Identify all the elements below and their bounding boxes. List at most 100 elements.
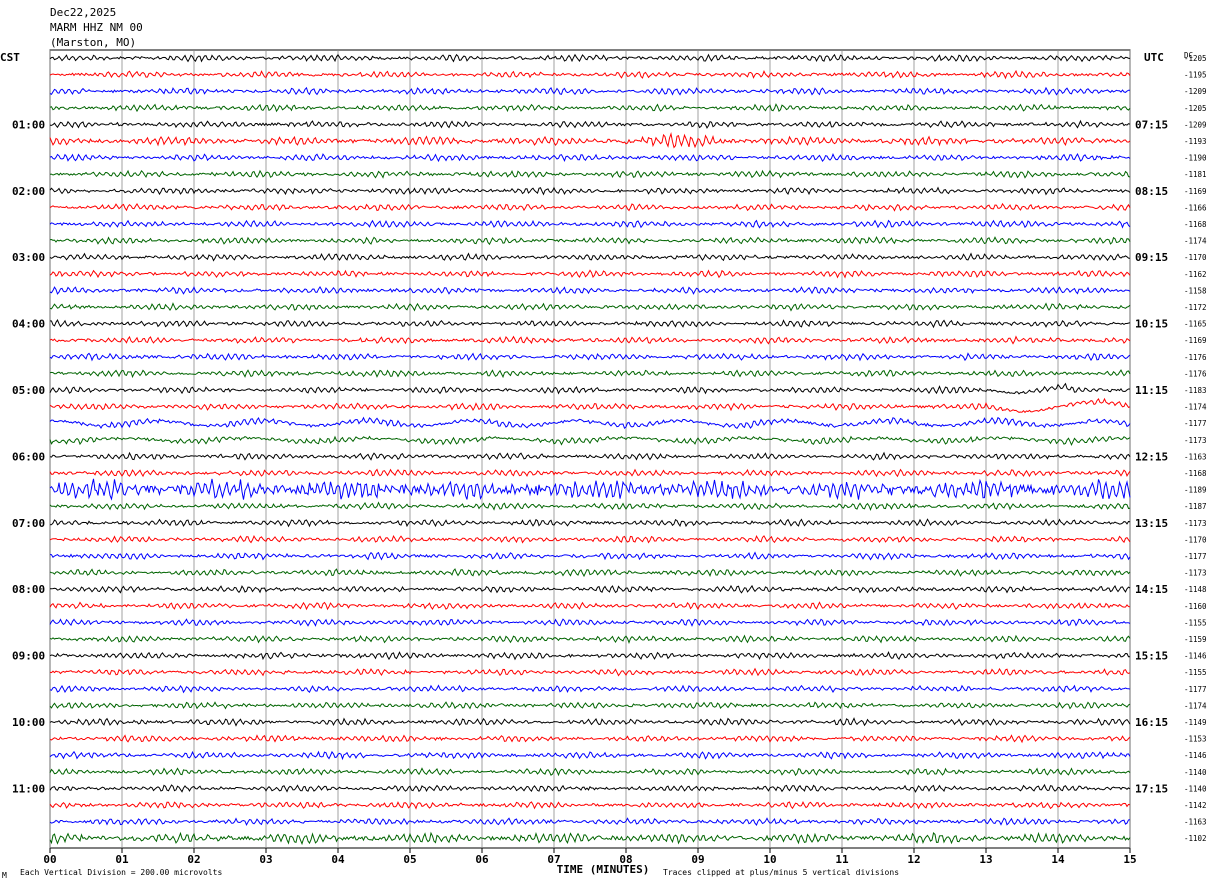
dc-offset-label: -1163 (1184, 452, 1207, 461)
x-axis-title: TIME (MINUTES) (557, 863, 650, 876)
left-zone-label: CST (0, 51, 20, 64)
trace-row-37 (49, 667, 1131, 677)
cst-hour-label: 11:00 (12, 782, 45, 795)
dc-offset-label: -1159 (1184, 635, 1207, 644)
dc-offset-label: -1153 (1184, 735, 1207, 744)
trace-row-24 (49, 451, 1131, 461)
cst-hour-label: 02:00 (12, 185, 45, 198)
x-axis-ticks: 00 01 02 03 04 05 06 07 08 09 10 11 12 13 14 15 (43, 848, 1137, 866)
trace-row-30 (49, 551, 1131, 561)
trace-row-29 (49, 534, 1131, 544)
trace-row-28 (49, 518, 1131, 528)
trace-row-43 (49, 767, 1131, 777)
trace-row-33 (49, 601, 1131, 611)
dc-offset-label: -1146 (1184, 751, 1207, 760)
trace-row-4 (49, 119, 1131, 129)
dc-offset-label: -1162 (1184, 270, 1207, 279)
dc-offset-label: -1190 (1184, 154, 1207, 163)
trace-row-14 (49, 286, 1131, 295)
utc-hour-label: 11:15 (1135, 384, 1168, 397)
trace-row-23 (49, 435, 1131, 447)
trace-row-2 (49, 86, 1131, 96)
dc-offset-label: -1142 (1184, 801, 1207, 810)
x-tick-label-10: 10 (763, 853, 776, 866)
x-tick-label-14: 14 (1051, 853, 1065, 866)
x-tick-label-12: 12 (907, 853, 920, 866)
x-tick-label-09: 09 (691, 853, 704, 866)
scale-note: Each Vertical Division = 200.00 microvol… (20, 868, 222, 877)
trace-row-11 (49, 236, 1131, 246)
utc-hour-label: 12:15 (1135, 450, 1168, 463)
dc-offset-label: -1183 (1184, 386, 1207, 395)
x-tick-label-03: 03 (259, 853, 272, 866)
dc-offset-label: -1168 (1184, 220, 1207, 229)
utc-hour-label: 13:15 (1135, 517, 1168, 530)
utc-hour-label: 17:15 (1135, 782, 1168, 795)
utc-hour-label: 15:15 (1135, 650, 1168, 663)
trace-row-40 (49, 717, 1131, 727)
utc-hour-label: 14:15 (1135, 583, 1168, 596)
right-zone-label: UTC (1144, 51, 1164, 64)
dc-offset-label: -1173 (1184, 436, 1207, 445)
cst-hour-label: 08:00 (12, 583, 45, 596)
dc-offset-label: -1176 (1184, 353, 1207, 362)
dc-offset-label: -1169 (1184, 336, 1207, 345)
dc-offset-label: -1187 (1184, 502, 1207, 511)
dc-offset-label: -1169 (1184, 187, 1207, 196)
minute-gridlines (49, 50, 1131, 848)
trace-row-39 (49, 701, 1131, 710)
utc-hour-label: 16:15 (1135, 716, 1168, 729)
trace-row-1 (49, 69, 1131, 80)
dc-offset-label: -1170 (1184, 535, 1207, 544)
trace-row-20 (49, 382, 1130, 395)
trace-row-6 (49, 152, 1131, 163)
dc-offset-label: -1155 (1184, 618, 1207, 627)
dc-header-label: DC (1184, 51, 1193, 60)
dc-offset-label: -1193 (1184, 137, 1207, 146)
trace-row-35 (49, 634, 1131, 644)
x-tick-label-11: 11 (835, 853, 849, 866)
dc-offset-label: -1166 (1184, 203, 1207, 212)
trace-row-19 (49, 369, 1131, 379)
dc-offset-label: -1177 (1184, 419, 1207, 428)
x-tick-label-00: 00 (43, 853, 56, 866)
dc-offset-label: -1209 (1184, 120, 1207, 129)
x-tick-label-13: 13 (979, 853, 992, 866)
x-tick-label-02: 02 (187, 853, 200, 866)
trace-row-45 (49, 801, 1131, 810)
dc-offset-label: -1165 (1184, 320, 1207, 329)
dc-offset-label: -1148 (1184, 585, 1207, 594)
dc-offset-label: -1170 (1184, 253, 1207, 262)
dc-offset-label: -1173 (1184, 569, 1207, 578)
trace-row-41 (49, 734, 1131, 744)
utc-hour-label: 09:15 (1135, 251, 1168, 264)
dc-offset-label: -1158 (1184, 286, 1207, 295)
dc-offset-label: -1205 (1184, 104, 1207, 113)
dc-offset-label: -1102 (1184, 834, 1207, 843)
trace-row-26 (49, 478, 1131, 501)
trace-row-5 (49, 132, 1131, 149)
trace-row-31 (49, 568, 1131, 578)
cst-hour-labels: 01:00 02:00 03:00 04:00 05:00 06:00 07:00 08:00… (12, 118, 45, 795)
trace-row-7 (49, 169, 1131, 179)
utc-hour-label: 07:15 (1135, 118, 1168, 131)
cst-hour-label: 01:00 (12, 118, 45, 131)
dc-offset-label: -1140 (1184, 768, 1207, 777)
dc-offset-label: -1168 (1184, 469, 1207, 478)
trace-row-32 (50, 584, 1131, 594)
x-tick-label-15: 15 (1123, 853, 1136, 866)
dc-offset-label: -1140 (1184, 784, 1207, 793)
trace-row-8 (49, 186, 1131, 196)
dc-offset-label: -1172 (1184, 303, 1207, 312)
clip-note: Traces clipped at plus/minus 5 vertical … (663, 868, 899, 877)
trace-row-15 (49, 302, 1131, 312)
dc-offset-label: -1176 (1184, 369, 1207, 378)
trace-row-47 (49, 831, 1131, 846)
dc-offset-label: -1174 (1184, 701, 1207, 710)
trace-row-18 (49, 352, 1131, 362)
dc-offset-label: -1174 (1184, 403, 1207, 412)
trace-row-22 (49, 416, 1131, 430)
trace-row-13 (49, 269, 1131, 279)
x-tick-label-07: 07 (547, 853, 560, 866)
